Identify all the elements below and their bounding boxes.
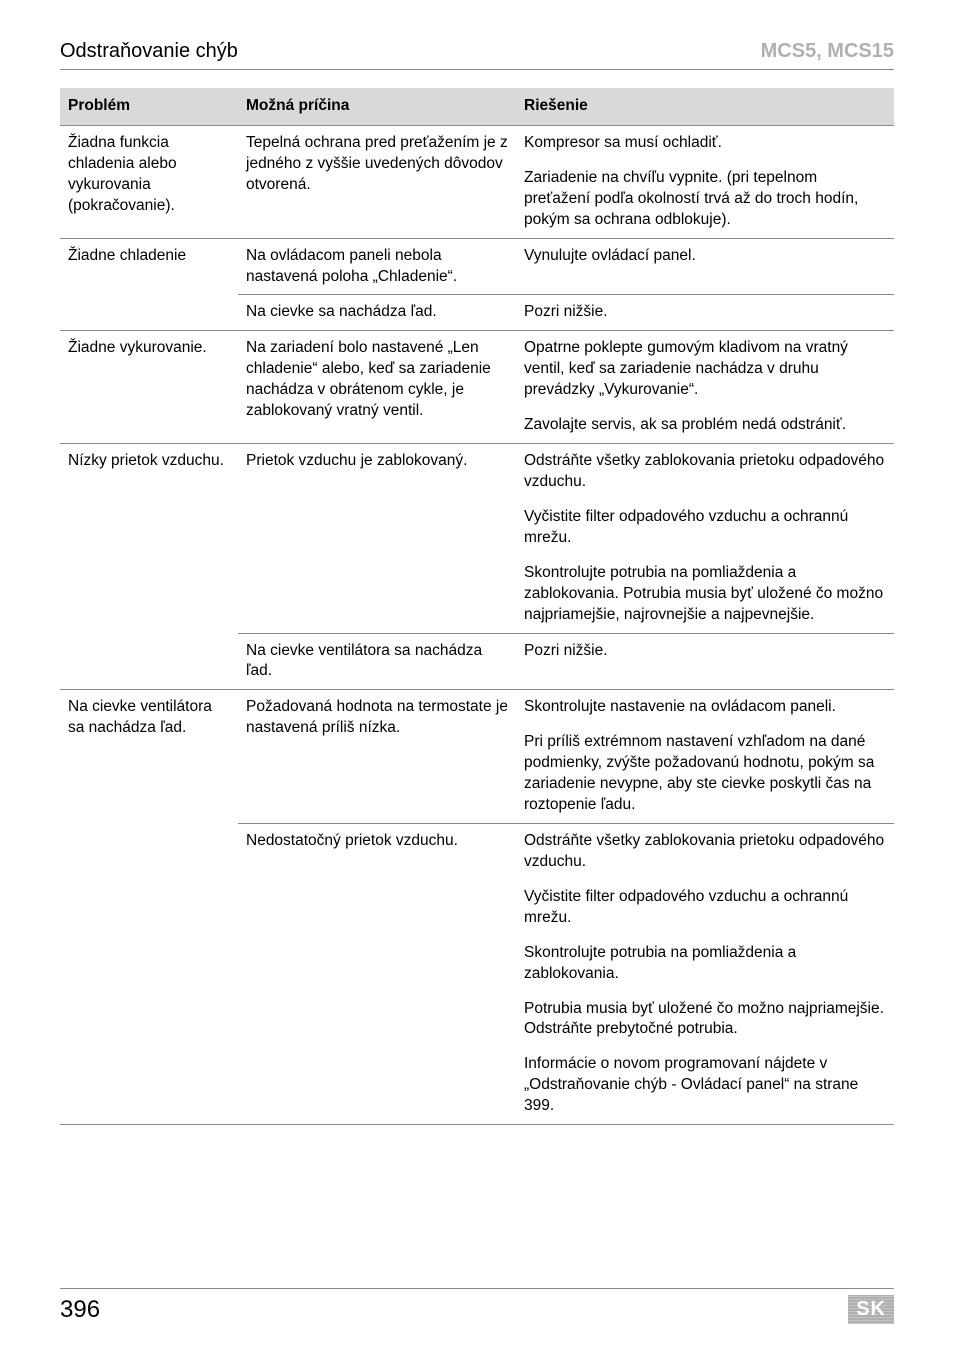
cell-solution: Zavolajte servis, ak sa problém nedá ods…: [516, 408, 894, 443]
cell-cause: Požadovaná hodnota na termostate je nast…: [238, 690, 516, 824]
table-row: Na cievke ventilátora sa nachádza ľad. P…: [60, 690, 894, 725]
table-row: Žiadna funkcia chladenia alebo vykurovan…: [60, 125, 894, 160]
cell-problem: Žiadne vykurovanie.: [60, 331, 238, 444]
cell-cause: Tepelná ochrana pred preťažením je z jed…: [238, 125, 516, 238]
cell-problem: Žiadne chladenie: [60, 238, 238, 331]
cell-solution: Vyčistite filter odpadového vzduchu a oc…: [516, 880, 894, 936]
col-header-problem: Problém: [60, 88, 238, 125]
cell-solution: Vyčistite filter odpadového vzduchu a oc…: [516, 500, 894, 556]
table-header-row: Problém Možná príčina Riešenie: [60, 88, 894, 125]
cell-problem: Žiadna funkcia chladenia alebo vykurovan…: [60, 125, 238, 238]
cell-solution: Odstráňte všetky zablokovania prietoku o…: [516, 444, 894, 500]
cell-solution: Kompresor sa musí ochladiť.: [516, 125, 894, 160]
troubleshooting-table: Problém Možná príčina Riešenie Žiadna fu…: [60, 88, 894, 1125]
cell-solution: Informácie o novom programovaní nájdete …: [516, 1047, 894, 1124]
cell-solution: Pozri nižšie.: [516, 295, 894, 331]
cell-solution: Skontrolujte nastavenie na ovládacom pan…: [516, 690, 894, 725]
cell-cause: Na ovládacom paneli nebola nastavená pol…: [238, 238, 516, 295]
cell-problem: Na cievke ventilátora sa nachádza ľad.: [60, 690, 238, 1125]
cell-solution: Skontrolujte potrubia na pomliaždenia a …: [516, 936, 894, 992]
cell-cause: Na cievke sa nachádza ľad.: [238, 295, 516, 331]
table-row: Nízky prietok vzduchu. Prietok vzduchu j…: [60, 444, 894, 500]
header-section-title: Odstraňovanie chýb: [60, 40, 238, 63]
col-header-solution: Riešenie: [516, 88, 894, 125]
cell-solution: Potrubia musia byť uložené čo možno najp…: [516, 992, 894, 1048]
cell-cause: Na cievke ventilátora sa nachádza ľad.: [238, 633, 516, 690]
cell-cause: Prietok vzduchu je zablokovaný.: [238, 444, 516, 633]
cell-solution: Opatrne poklepte gumovým kladivom na vra…: [516, 331, 894, 408]
language-badge: SK: [848, 1295, 894, 1324]
cell-solution: Vynulujte ovládací panel.: [516, 238, 894, 295]
cell-cause: Na zariadení bolo nastavené „Len chladen…: [238, 331, 516, 444]
cell-cause: Nedostatočný prietok vzduchu.: [238, 823, 516, 1124]
cell-solution: Pozri nižšie.: [516, 633, 894, 690]
table-row: Žiadne chladenie Na ovládacom paneli neb…: [60, 238, 894, 295]
page-header: Odstraňovanie chýb MCS5, MCS15: [60, 40, 894, 70]
page-footer: 396 SK: [60, 1288, 894, 1324]
table-row: Žiadne vykurovanie. Na zariadení bolo na…: [60, 331, 894, 408]
cell-solution: Odstráňte všetky zablokovania prietoku o…: [516, 823, 894, 879]
col-header-cause: Možná príčina: [238, 88, 516, 125]
cell-solution: Pri príliš extrémnom nastavení vzhľadom …: [516, 725, 894, 823]
cell-problem: Nízky prietok vzduchu.: [60, 444, 238, 690]
cell-solution: Zariadenie na chvíľu vypnite. (pri tepel…: [516, 161, 894, 238]
page-number: 396: [60, 1296, 100, 1324]
header-model: MCS5, MCS15: [761, 40, 894, 63]
cell-solution: Skontrolujte potrubia na pomliaždenia a …: [516, 556, 894, 633]
